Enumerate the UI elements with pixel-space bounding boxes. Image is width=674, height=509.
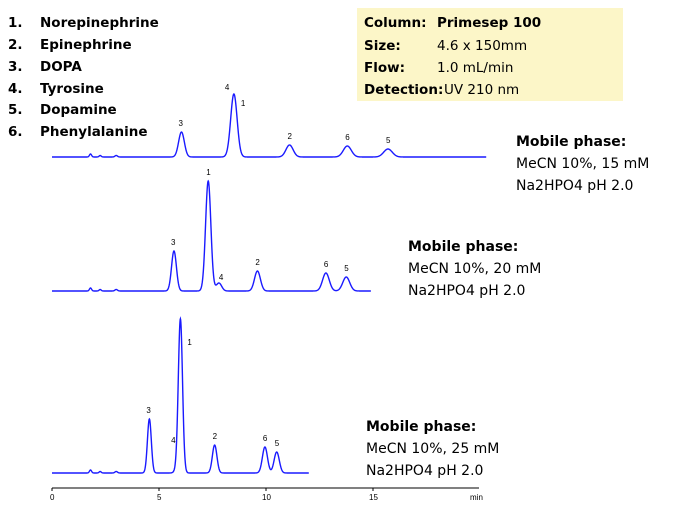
legend-compound: Phenylalanine	[40, 124, 148, 140]
mobile-phase-line: Na2HPO4 pH 2.0	[408, 283, 525, 299]
mobile-phase-line: Na2HPO4 pH 2.0	[366, 463, 483, 479]
mobile-phase-line: MeCN 10%, 15 mM	[516, 156, 649, 172]
peak-label: 1	[241, 99, 246, 108]
peak-label: 5	[344, 264, 349, 273]
peak-label: 6	[345, 133, 350, 142]
mobile-phase-title: Mobile phase:	[516, 134, 626, 150]
peak-label: 3	[179, 119, 184, 128]
x-tick-label: 5	[157, 493, 162, 502]
legend-compound: DOPA	[40, 59, 82, 75]
legend-number: 4.	[8, 81, 23, 97]
mobile-phase-title: Mobile phase:	[366, 419, 476, 435]
x-axis: min 0 5 10 15	[50, 487, 483, 502]
x-axis-unit: min	[470, 493, 483, 502]
compound-legend: 1. Norepinephrine 2. Epinephrine 3. DOPA…	[8, 15, 159, 140]
condition-label: Column:	[364, 15, 427, 31]
condition-value: 1.0 mL/min	[437, 60, 513, 76]
legend-compound: Dopamine	[40, 102, 117, 118]
conditions-box: Column: Primesep 100 Size: 4.6 x 150mm F…	[357, 8, 623, 101]
chromatogram-trace	[52, 316, 309, 474]
peak-label: 4	[219, 273, 224, 282]
peak-label: 6	[324, 260, 329, 269]
chromatogram-1: 3 4 1 2 6 5	[52, 83, 487, 158]
peak-label: 1	[187, 338, 192, 347]
peak-label: 6	[263, 434, 268, 443]
peak-label: 2	[288, 132, 293, 141]
condition-value: Primesep 100	[437, 15, 541, 31]
legend-number: 1.	[8, 15, 23, 31]
mobile-phase-line: MeCN 10%, 25 mM	[366, 441, 499, 457]
mobile-phase-3: Mobile phase: MeCN 10%, 25 mM Na2HPO4 pH…	[366, 419, 499, 479]
mobile-phase-line: MeCN 10%, 20 mM	[408, 261, 541, 277]
condition-value: 4.6 x 150mm	[437, 38, 527, 54]
x-tick-label: 0	[50, 493, 55, 502]
chromatogram-3: 3 4 1 2 65	[52, 316, 309, 474]
peak-label: 3	[171, 238, 176, 247]
legend-number: 2.	[8, 37, 23, 53]
condition-value: UV 210 nm	[444, 82, 519, 98]
peak-label: 4	[171, 436, 176, 445]
peak-label: 5	[386, 136, 391, 145]
conditions-background	[357, 8, 623, 101]
mobile-phase-2: Mobile phase: MeCN 10%, 20 mM Na2HPO4 pH…	[408, 239, 541, 299]
legend-compound: Tyrosine	[40, 81, 104, 97]
legend-number: 6.	[8, 124, 23, 140]
mobile-phase-title: Mobile phase:	[408, 239, 518, 255]
peak-label: 3	[146, 406, 151, 415]
peak-label: 4	[225, 83, 230, 92]
legend-compound: Epinephrine	[40, 37, 132, 53]
chromatogram-2: 3 1 4 2 6 5	[52, 168, 371, 292]
legend-number: 3.	[8, 59, 23, 75]
mobile-phase-line: Na2HPO4 pH 2.0	[516, 178, 633, 194]
mobile-phase-1: Mobile phase: MeCN 10%, 15 mM Na2HPO4 pH…	[516, 134, 649, 194]
chromatogram-trace	[52, 93, 487, 158]
condition-label: Size:	[364, 38, 401, 54]
legend-compound: Norepinephrine	[40, 15, 159, 31]
peak-label: 2	[213, 432, 218, 441]
condition-label: Detection:	[364, 82, 443, 98]
legend-number: 5.	[8, 102, 23, 118]
chromatogram-trace	[52, 179, 371, 292]
x-tick-label: 15	[369, 493, 378, 502]
peak-label: 1	[206, 168, 211, 177]
peak-label: 2	[255, 258, 260, 267]
condition-label: Flow:	[364, 60, 405, 76]
x-tick-label: 10	[262, 493, 271, 502]
peak-label: 5	[275, 439, 280, 448]
